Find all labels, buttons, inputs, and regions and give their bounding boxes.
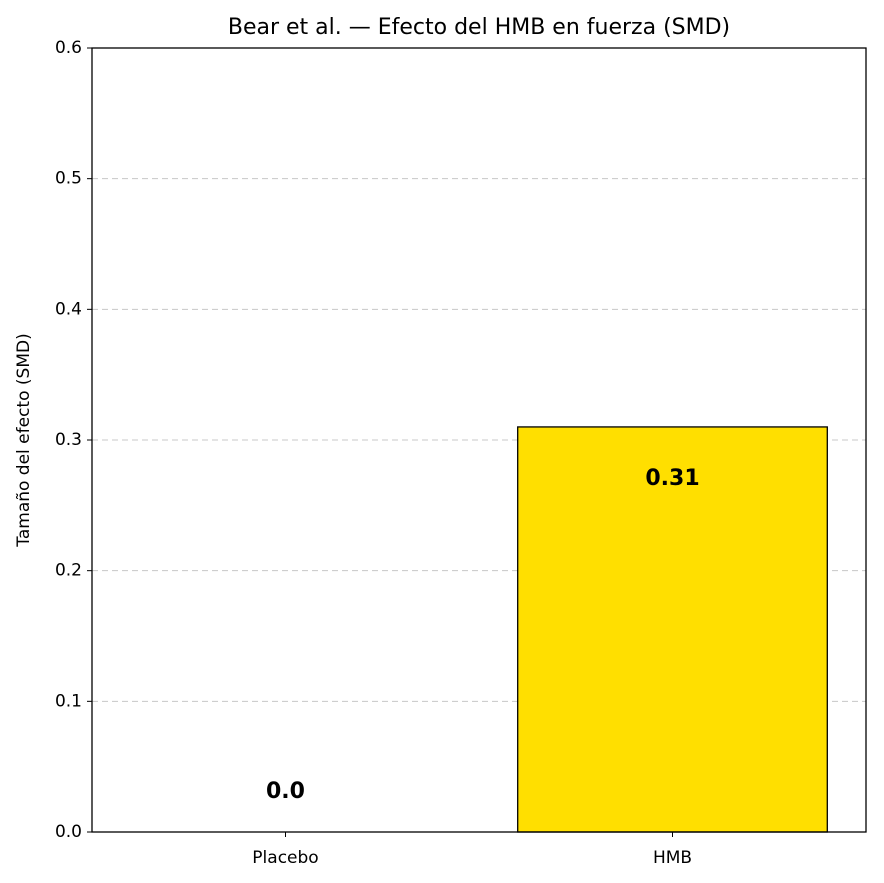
y-tick-label: 0.0 <box>55 822 82 842</box>
x-tick-label: Placebo <box>252 848 318 868</box>
y-tick-label: 0.2 <box>55 561 82 581</box>
chart-title: Bear et al. — Efecto del HMB en fuerza (… <box>228 15 730 40</box>
y-tick-label: 0.5 <box>55 169 82 189</box>
y-tick-label: 0.4 <box>55 299 82 319</box>
data-label: 0.31 <box>645 466 699 491</box>
y-tick-label: 0.6 <box>55 38 82 58</box>
x-tick-label: HMB <box>653 848 692 868</box>
y-tick-label: 0.3 <box>55 430 82 450</box>
data-label: 0.0 <box>266 779 305 804</box>
y-tick-label: 0.1 <box>55 691 82 711</box>
y-axis-label: Tamaño del efecto (SMD) <box>14 333 34 547</box>
plot-frame <box>91 47 867 833</box>
bar <box>517 426 828 833</box>
